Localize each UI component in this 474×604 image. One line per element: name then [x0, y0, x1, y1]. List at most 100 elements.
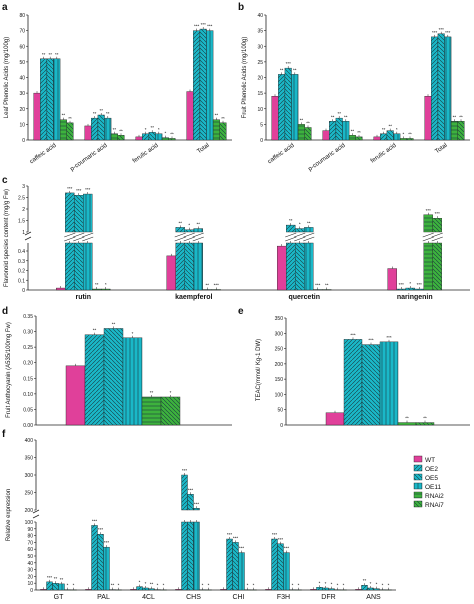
bar-break-mark	[303, 232, 315, 242]
significance-label: **	[408, 131, 412, 136]
significance-label: ***	[432, 30, 438, 35]
x-tick-label: kaempferol	[175, 294, 212, 301]
significance-label: ***	[272, 532, 278, 537]
y-tick-label: 400	[25, 438, 34, 444]
bar-WT	[130, 589, 137, 591]
legend-label: RNAi7	[425, 502, 444, 509]
bar-WT	[355, 589, 362, 591]
legend-swatch-hatch	[414, 492, 422, 498]
x-tick-label: F3H	[277, 594, 290, 601]
significance-label: ***	[92, 518, 98, 523]
legend-swatch-hatch	[414, 465, 422, 471]
bar-WT	[277, 245, 287, 291]
bar-hatch-OE2	[46, 581, 53, 590]
y-tick-label: 0	[30, 588, 33, 594]
y-axis-label: Fruit Anthocyanin (A535/100mg Fw)	[6, 322, 12, 418]
significance-label: **	[150, 582, 154, 587]
axis-break-mark	[24, 231, 32, 241]
x-tick-label: GT	[54, 594, 64, 601]
significance-label: *	[292, 583, 294, 588]
significance-label: *	[170, 390, 172, 395]
significance-label: **	[459, 114, 463, 119]
significance-label: ***	[239, 546, 245, 551]
bar-hatch-RNAi7	[161, 396, 180, 425]
bar-hatch-OE11	[291, 74, 299, 140]
axis-break-mark	[32, 509, 40, 519]
bar-hatch-OE5	[199, 29, 207, 140]
significance-label: *	[165, 131, 167, 136]
y-tick-label: 70	[19, 29, 25, 35]
bar-hatch-OE2	[91, 525, 98, 590]
bar-hatch-OE5	[295, 228, 305, 232]
y-tick-label: 25	[257, 60, 263, 66]
bar-WT	[175, 589, 182, 591]
bar-hatch-OE2	[142, 133, 149, 140]
bar-WT	[33, 92, 41, 141]
significance-label: **	[170, 131, 174, 136]
bar-WT	[387, 268, 397, 291]
bar-hatch-OE11	[58, 583, 65, 590]
significance-label: **	[196, 222, 200, 227]
significance-label: **	[344, 114, 348, 119]
bar-break-mark	[192, 232, 204, 242]
y-tick-label: 100	[275, 392, 284, 398]
bar-hatch-OE2	[380, 133, 387, 140]
bar-hatch-OE11	[414, 289, 424, 290]
y-tick-label: 150	[275, 377, 284, 383]
bar-hatch-OE5	[277, 543, 284, 590]
significance-label: *	[132, 331, 134, 336]
x-tick-label: DFR	[321, 594, 335, 601]
bar-hatch-RNAi2	[213, 119, 220, 140]
bar-break-mark	[73, 232, 85, 242]
significance-label: **	[68, 116, 72, 121]
y-tick-label: 250	[275, 347, 284, 353]
y-tick-label: 0	[22, 138, 25, 144]
significance-label: **	[112, 321, 116, 326]
bar-break-mark	[174, 232, 186, 242]
bar-hatch-OE5	[104, 328, 123, 425]
bar-hatch-OE2	[136, 586, 143, 590]
significance-label: **	[382, 127, 386, 132]
y-tick-label: 2	[22, 207, 25, 213]
bar-break-mark	[431, 232, 443, 242]
bar-WT	[56, 287, 66, 291]
bar-hatch-OE11	[304, 243, 314, 290]
y-tick-label: 40	[19, 76, 25, 82]
significance-label: *	[105, 282, 107, 287]
significance-label: *	[299, 222, 301, 227]
bar-WT	[325, 412, 345, 426]
significance-label: *	[118, 583, 120, 588]
y-tick-label: 80	[19, 13, 25, 19]
x-tick-label: ANS	[366, 594, 381, 601]
y-tick-label: 0.20	[23, 361, 33, 367]
bar-hatch-OE5	[284, 68, 292, 140]
panel-label-b: b	[238, 2, 244, 13]
bar-break-mark	[82, 232, 94, 242]
bar-hatch-OE2	[181, 522, 188, 590]
significance-label: **	[178, 220, 182, 225]
significance-label: *	[298, 583, 300, 588]
bar-hatch-RNAi2	[60, 119, 67, 140]
bar-hatch-OE5	[232, 542, 239, 590]
significance-label: *	[343, 583, 345, 588]
chart-panel-a: 0 10 20 30 40 50 60 70 80 Leaf Phenolic Acids (mg…	[4, 13, 232, 173]
bar-hatch-RNAi7	[457, 121, 465, 140]
y-tick-label: 1.5	[18, 219, 25, 225]
bar-hatch-OE5	[97, 115, 105, 140]
y-tick-label: 0.00	[23, 423, 33, 429]
significance-label: *	[382, 583, 384, 588]
y-tick-label: 0	[280, 423, 283, 429]
significance-label: **	[55, 52, 59, 57]
significance-label: **	[280, 67, 284, 72]
significance-label: **	[62, 113, 66, 118]
bar-WT	[322, 130, 330, 141]
y-tick-label: 15	[257, 91, 263, 97]
significance-label: **	[293, 67, 297, 72]
x-tick-label: CHI	[232, 594, 244, 601]
x-tick-label: naringenin	[397, 294, 433, 301]
panel-label-c: c	[2, 175, 8, 186]
bar-hatch-OE2	[271, 539, 278, 590]
bar-hatch-RNAi2	[400, 138, 407, 140]
y-tick-label: 50	[277, 408, 283, 414]
bar-hatch-OE2	[286, 243, 296, 290]
